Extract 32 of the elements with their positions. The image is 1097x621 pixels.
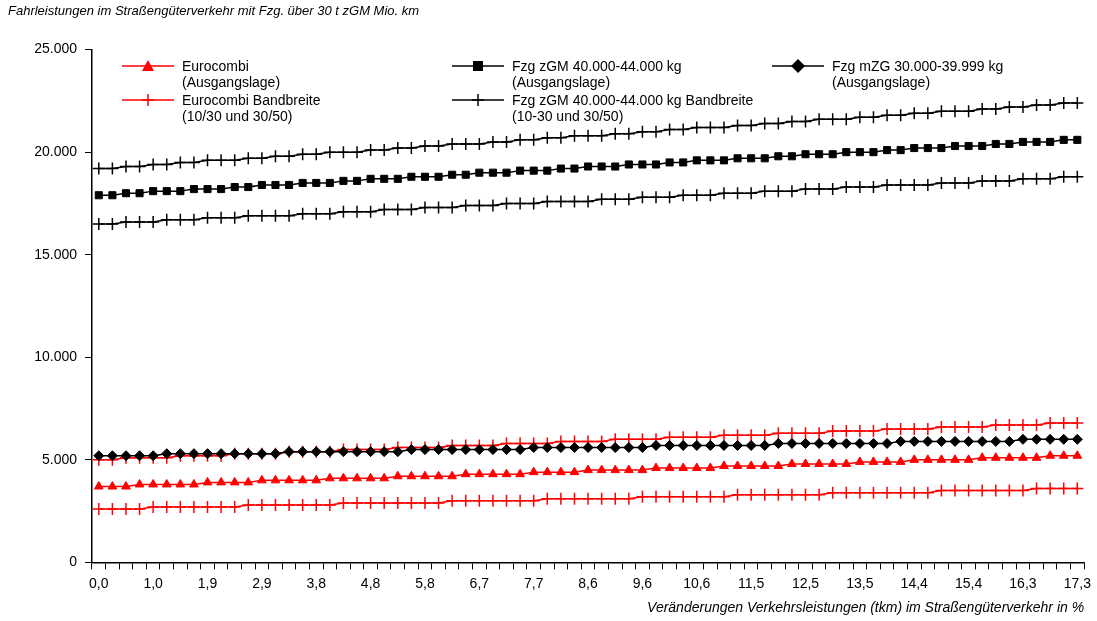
y-tick-label: 15.000 (34, 245, 78, 262)
x-tick-label: 6,7 (469, 574, 490, 591)
x-tick-label: 4,8 (360, 574, 381, 591)
legend-label: Fzg zGM 40.000-44.000 kg (Ausgangslage) (512, 58, 683, 90)
legend-label: Eurocombi Bandbreite (10/30 und 30/50) (182, 92, 322, 124)
legend-label: Eurocombi (Ausgangslage) (182, 58, 282, 90)
x-tick-label: 10,6 (683, 574, 711, 591)
x-tick-label: 8,6 (578, 574, 598, 591)
x-tick-label: 7,7 (523, 574, 544, 591)
x-tick-label: 14,4 (900, 574, 929, 591)
x-tick-label: 3,8 (306, 574, 327, 591)
x-tick-label: 17,3 (1063, 574, 1092, 591)
x-tick-label: 5,8 (415, 574, 435, 591)
x-tick-label: 16,3 (1009, 574, 1037, 591)
y-tick-label: 20.000 (34, 143, 78, 160)
x-tick-label: 0,0 (89, 574, 109, 591)
y-tick-label: 0 (69, 553, 78, 570)
x-tick-label: 9,6 (632, 574, 653, 591)
x-tick-label: 13,5 (846, 574, 874, 591)
chart-title: Fahrleistungen im Straßengüterverkehr mit Fzg. über 30 t zGM Mio. km (8, 3, 420, 19)
y-tick-label: 10.000 (34, 348, 78, 365)
x-tick-label: 1,0 (143, 574, 164, 591)
x-axis-title: Veränderungen Verkehrsleistungen (tkm) im Straßengüterverkehr in % (647, 599, 1085, 616)
x-tick-label: 11,5 (738, 574, 765, 591)
x-tick-label: 2,9 (252, 574, 272, 591)
y-tick-label: 25.000 (34, 40, 78, 57)
x-tick-label: 15,4 (954, 574, 983, 591)
y-tick-label: 5.000 (41, 450, 78, 467)
x-tick-label: 12,5 (791, 574, 820, 591)
legend-label: Fzg zGM 40.000-44.000 kg Bandbreite (10-30 und 30/50) (512, 92, 755, 124)
legend-label: Fzg mZG 30.000-39.999 kg (Ausgangslage) (832, 58, 1005, 90)
x-tick-label: 1,9 (197, 574, 218, 591)
